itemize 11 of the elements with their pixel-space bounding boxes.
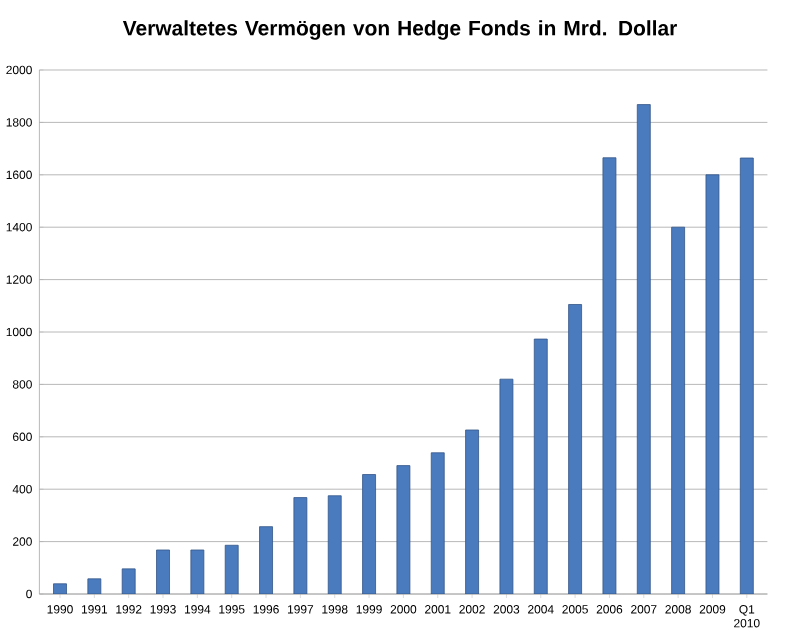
bar [671, 226, 686, 594]
bar [636, 104, 651, 594]
bar [568, 304, 582, 594]
bar [533, 338, 548, 594]
bar [327, 495, 342, 594]
bar [739, 157, 754, 594]
bar [259, 526, 273, 594]
bar [430, 452, 445, 594]
chart-title: Verwaltetes Vermögen von Hedge Fonds in Mrd. Dollar [122, 20, 677, 40]
bar [465, 429, 479, 594]
bar [362, 474, 376, 594]
